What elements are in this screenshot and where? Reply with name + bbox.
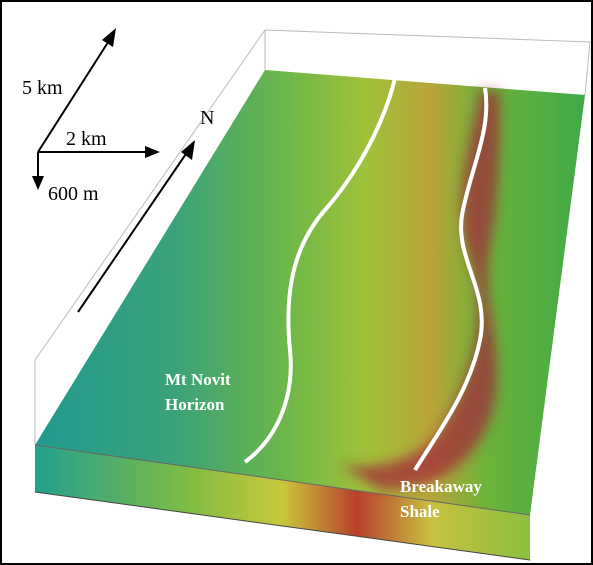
- label-line: Shale: [400, 502, 440, 521]
- mt-novit-trace: [243, 77, 397, 464]
- label-line: Breakaway: [400, 477, 482, 496]
- label-line: Mt Novit: [165, 370, 231, 389]
- edge: [34, 491, 531, 561]
- scale-label: 2 km: [66, 128, 107, 150]
- shale-label: Breakaway Shale: [400, 477, 486, 521]
- north-label: N: [200, 107, 214, 129]
- scale-arrows: [32, 28, 195, 313]
- edge: [34, 444, 531, 516]
- horizon-label: Mt Novit Horizon: [165, 370, 235, 414]
- breakaway-trace: [413, 87, 489, 472]
- bounding-box: [34, 29, 591, 445]
- scale-label: 5 km: [22, 77, 63, 99]
- front-face: [35, 445, 530, 560]
- top-surface: [35, 70, 585, 515]
- label-line: Horizon: [165, 395, 225, 414]
- scale-label: 600 m: [48, 183, 99, 205]
